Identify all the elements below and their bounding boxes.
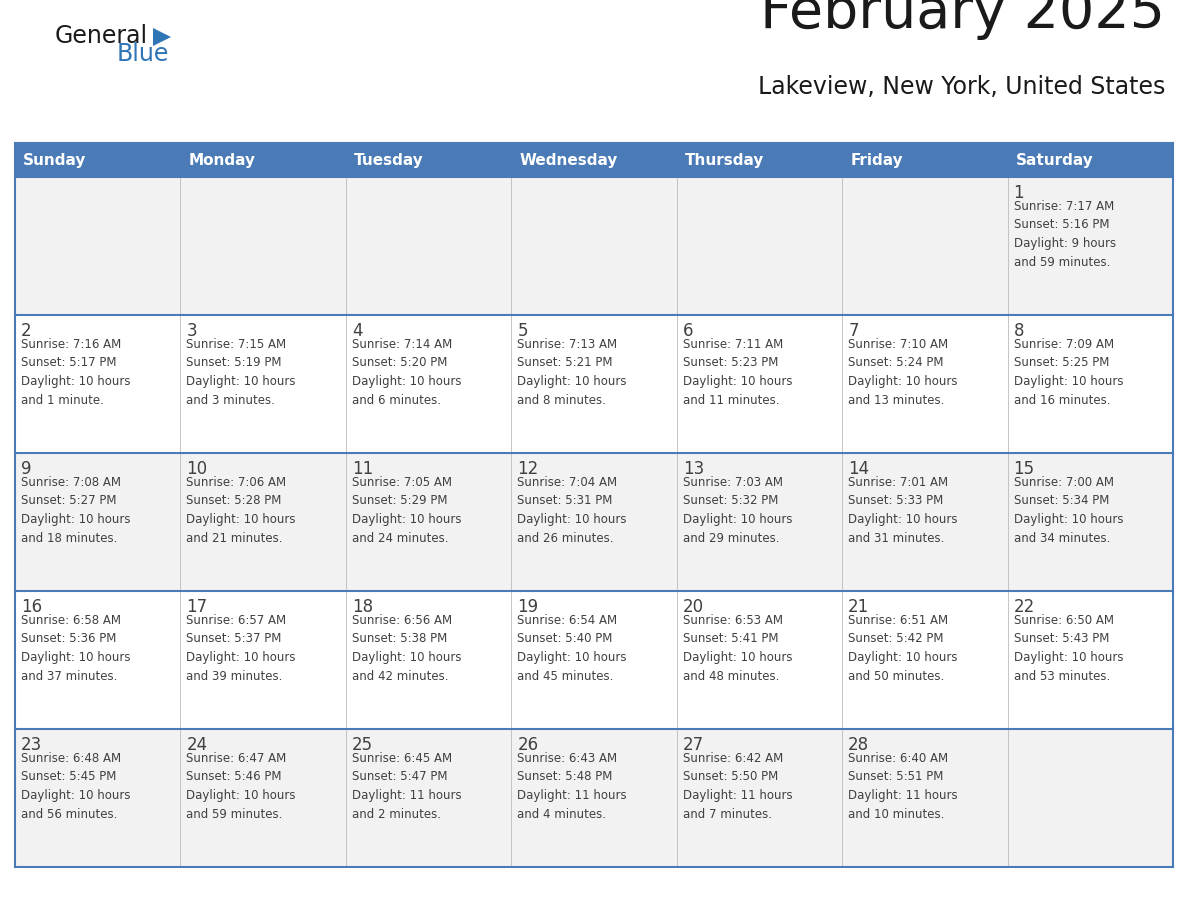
Text: General: General (55, 24, 148, 48)
Text: 12: 12 (517, 460, 538, 478)
Text: 28: 28 (848, 736, 870, 754)
Text: 18: 18 (352, 598, 373, 616)
Text: 22: 22 (1013, 598, 1035, 616)
Bar (15, 729, 1173, 867)
Text: Thursday: Thursday (684, 152, 764, 167)
Text: Sunrise: 7:17 AM
Sunset: 5:16 PM
Daylight: 9 hours
and 59 minutes.: Sunrise: 7:17 AM Sunset: 5:16 PM Dayligh… (1013, 200, 1116, 268)
Text: Friday: Friday (851, 152, 903, 167)
Text: Lakeview, New York, United States: Lakeview, New York, United States (758, 75, 1165, 99)
Text: 27: 27 (683, 736, 703, 754)
Text: Monday: Monday (189, 152, 255, 167)
Text: 21: 21 (848, 598, 870, 616)
Text: Sunrise: 7:14 AM
Sunset: 5:20 PM
Daylight: 10 hours
and 6 minutes.: Sunrise: 7:14 AM Sunset: 5:20 PM Dayligh… (352, 338, 461, 407)
Text: Saturday: Saturday (1016, 152, 1093, 167)
Text: Blue: Blue (116, 42, 170, 66)
Text: Sunrise: 7:16 AM
Sunset: 5:17 PM
Daylight: 10 hours
and 1 minute.: Sunrise: 7:16 AM Sunset: 5:17 PM Dayligh… (21, 338, 131, 407)
Text: Sunrise: 6:54 AM
Sunset: 5:40 PM
Daylight: 10 hours
and 45 minutes.: Sunrise: 6:54 AM Sunset: 5:40 PM Dayligh… (517, 614, 627, 682)
Text: Sunrise: 6:58 AM
Sunset: 5:36 PM
Daylight: 10 hours
and 37 minutes.: Sunrise: 6:58 AM Sunset: 5:36 PM Dayligh… (21, 614, 131, 682)
Text: 16: 16 (21, 598, 42, 616)
Bar (15, 591, 1173, 729)
Text: 9: 9 (21, 460, 32, 478)
Text: Sunrise: 7:05 AM
Sunset: 5:29 PM
Daylight: 10 hours
and 24 minutes.: Sunrise: 7:05 AM Sunset: 5:29 PM Dayligh… (352, 476, 461, 544)
Text: Wednesday: Wednesday (519, 152, 618, 167)
Text: Sunrise: 6:40 AM
Sunset: 5:51 PM
Daylight: 11 hours
and 10 minutes.: Sunrise: 6:40 AM Sunset: 5:51 PM Dayligh… (848, 752, 958, 821)
Text: Tuesday: Tuesday (354, 152, 424, 167)
Bar (15, 143, 1173, 177)
Text: Sunrise: 7:08 AM
Sunset: 5:27 PM
Daylight: 10 hours
and 18 minutes.: Sunrise: 7:08 AM Sunset: 5:27 PM Dayligh… (21, 476, 131, 544)
Text: 4: 4 (352, 322, 362, 340)
Text: Sunrise: 6:56 AM
Sunset: 5:38 PM
Daylight: 10 hours
and 42 minutes.: Sunrise: 6:56 AM Sunset: 5:38 PM Dayligh… (352, 614, 461, 682)
Text: Sunrise: 7:06 AM
Sunset: 5:28 PM
Daylight: 10 hours
and 21 minutes.: Sunrise: 7:06 AM Sunset: 5:28 PM Dayligh… (187, 476, 296, 544)
Bar (15, 177, 1173, 315)
Text: 24: 24 (187, 736, 208, 754)
Text: 17: 17 (187, 598, 208, 616)
Text: 13: 13 (683, 460, 704, 478)
Text: Sunrise: 7:13 AM
Sunset: 5:21 PM
Daylight: 10 hours
and 8 minutes.: Sunrise: 7:13 AM Sunset: 5:21 PM Dayligh… (517, 338, 627, 407)
Text: 20: 20 (683, 598, 703, 616)
Text: 10: 10 (187, 460, 208, 478)
Text: Sunrise: 7:15 AM
Sunset: 5:19 PM
Daylight: 10 hours
and 3 minutes.: Sunrise: 7:15 AM Sunset: 5:19 PM Dayligh… (187, 338, 296, 407)
Bar (15, 315, 1173, 453)
Text: Sunrise: 7:00 AM
Sunset: 5:34 PM
Daylight: 10 hours
and 34 minutes.: Sunrise: 7:00 AM Sunset: 5:34 PM Dayligh… (1013, 476, 1123, 544)
Text: 14: 14 (848, 460, 870, 478)
Text: 23: 23 (21, 736, 43, 754)
Text: Sunrise: 7:10 AM
Sunset: 5:24 PM
Daylight: 10 hours
and 13 minutes.: Sunrise: 7:10 AM Sunset: 5:24 PM Dayligh… (848, 338, 958, 407)
Bar (15, 453, 1173, 591)
Text: 11: 11 (352, 460, 373, 478)
Text: Sunrise: 6:47 AM
Sunset: 5:46 PM
Daylight: 10 hours
and 59 minutes.: Sunrise: 6:47 AM Sunset: 5:46 PM Dayligh… (187, 752, 296, 821)
Text: Sunrise: 6:45 AM
Sunset: 5:47 PM
Daylight: 11 hours
and 2 minutes.: Sunrise: 6:45 AM Sunset: 5:47 PM Dayligh… (352, 752, 461, 821)
Text: Sunrise: 7:11 AM
Sunset: 5:23 PM
Daylight: 10 hours
and 11 minutes.: Sunrise: 7:11 AM Sunset: 5:23 PM Dayligh… (683, 338, 792, 407)
Text: Sunrise: 6:48 AM
Sunset: 5:45 PM
Daylight: 10 hours
and 56 minutes.: Sunrise: 6:48 AM Sunset: 5:45 PM Dayligh… (21, 752, 131, 821)
Text: Sunrise: 6:53 AM
Sunset: 5:41 PM
Daylight: 10 hours
and 48 minutes.: Sunrise: 6:53 AM Sunset: 5:41 PM Dayligh… (683, 614, 792, 682)
Text: 8: 8 (1013, 322, 1024, 340)
Text: 7: 7 (848, 322, 859, 340)
Text: 5: 5 (517, 322, 527, 340)
Text: 2: 2 (21, 322, 32, 340)
Text: Sunday: Sunday (23, 152, 87, 167)
Text: Sunrise: 6:43 AM
Sunset: 5:48 PM
Daylight: 11 hours
and 4 minutes.: Sunrise: 6:43 AM Sunset: 5:48 PM Dayligh… (517, 752, 627, 821)
Text: 15: 15 (1013, 460, 1035, 478)
Text: Sunrise: 6:50 AM
Sunset: 5:43 PM
Daylight: 10 hours
and 53 minutes.: Sunrise: 6:50 AM Sunset: 5:43 PM Dayligh… (1013, 614, 1123, 682)
Polygon shape (153, 28, 171, 46)
Text: 26: 26 (517, 736, 538, 754)
Text: Sunrise: 6:42 AM
Sunset: 5:50 PM
Daylight: 11 hours
and 7 minutes.: Sunrise: 6:42 AM Sunset: 5:50 PM Dayligh… (683, 752, 792, 821)
Text: Sunrise: 7:03 AM
Sunset: 5:32 PM
Daylight: 10 hours
and 29 minutes.: Sunrise: 7:03 AM Sunset: 5:32 PM Dayligh… (683, 476, 792, 544)
Text: Sunrise: 6:57 AM
Sunset: 5:37 PM
Daylight: 10 hours
and 39 minutes.: Sunrise: 6:57 AM Sunset: 5:37 PM Dayligh… (187, 614, 296, 682)
Text: February 2025: February 2025 (760, 0, 1165, 40)
Text: Sunrise: 7:01 AM
Sunset: 5:33 PM
Daylight: 10 hours
and 31 minutes.: Sunrise: 7:01 AM Sunset: 5:33 PM Dayligh… (848, 476, 958, 544)
Text: 25: 25 (352, 736, 373, 754)
Text: 1: 1 (1013, 184, 1024, 202)
Text: Sunrise: 7:04 AM
Sunset: 5:31 PM
Daylight: 10 hours
and 26 minutes.: Sunrise: 7:04 AM Sunset: 5:31 PM Dayligh… (517, 476, 627, 544)
Text: Sunrise: 7:09 AM
Sunset: 5:25 PM
Daylight: 10 hours
and 16 minutes.: Sunrise: 7:09 AM Sunset: 5:25 PM Dayligh… (1013, 338, 1123, 407)
Text: Sunrise: 6:51 AM
Sunset: 5:42 PM
Daylight: 10 hours
and 50 minutes.: Sunrise: 6:51 AM Sunset: 5:42 PM Dayligh… (848, 614, 958, 682)
Text: 19: 19 (517, 598, 538, 616)
Text: 3: 3 (187, 322, 197, 340)
Text: 6: 6 (683, 322, 694, 340)
